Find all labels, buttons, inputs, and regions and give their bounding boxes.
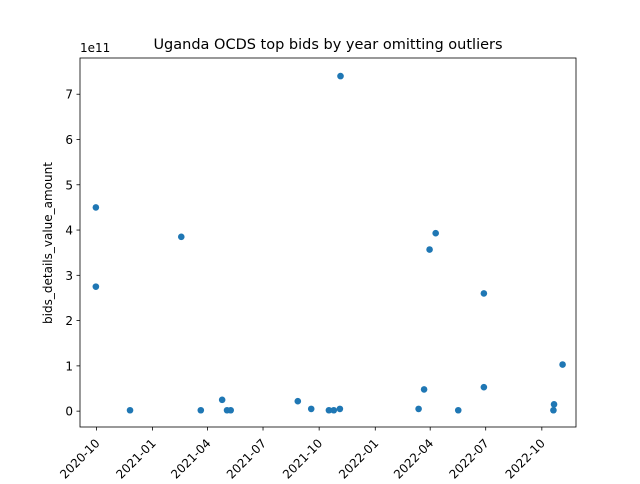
scatter-point (550, 401, 558, 408)
y-tick-label: 6 (65, 133, 73, 147)
scatter-point (559, 361, 566, 368)
scatter-point (294, 397, 302, 405)
scatter-point (197, 406, 205, 414)
scatter-point (227, 406, 234, 414)
y-axis-ticks: 0 1 2 3 4 5 6 7 (65, 88, 80, 419)
scatter-point (218, 396, 226, 404)
scatter-point (92, 283, 100, 290)
y-tick-label: 1 (65, 359, 73, 373)
scatter-point (480, 383, 488, 391)
scatter-point (330, 406, 338, 414)
y-tick-label: 5 (65, 178, 73, 192)
y-tick-label: 3 (65, 269, 73, 283)
scatter-point (432, 229, 439, 237)
scatter-point (307, 405, 315, 413)
scatter-point (550, 406, 557, 414)
y-tick-label: 2 (65, 314, 73, 328)
y-tick-label: 7 (65, 88, 73, 102)
scatter-point (336, 405, 344, 413)
scatter-point (337, 72, 344, 80)
scatter-point (92, 204, 100, 211)
scatter-point (480, 290, 488, 297)
scatter-point (454, 406, 462, 414)
scatter-point (325, 406, 333, 414)
scatter-point (426, 246, 433, 253)
scatter-point (177, 233, 185, 241)
chart-title: Uganda OCDS top bids by year omitting ou… (153, 37, 502, 53)
data-points (92, 72, 566, 414)
y-axis-label: bids_details_value_amount (41, 162, 55, 324)
scatter-point (126, 406, 134, 414)
plot-area-frame (79, 57, 577, 428)
scatter-point (420, 386, 428, 393)
scatter-point (415, 405, 422, 413)
y-tick-label: 4 (65, 224, 73, 238)
y-tick-label: 0 (65, 405, 73, 419)
y-axis-offset-label: 1e11 (80, 41, 110, 55)
